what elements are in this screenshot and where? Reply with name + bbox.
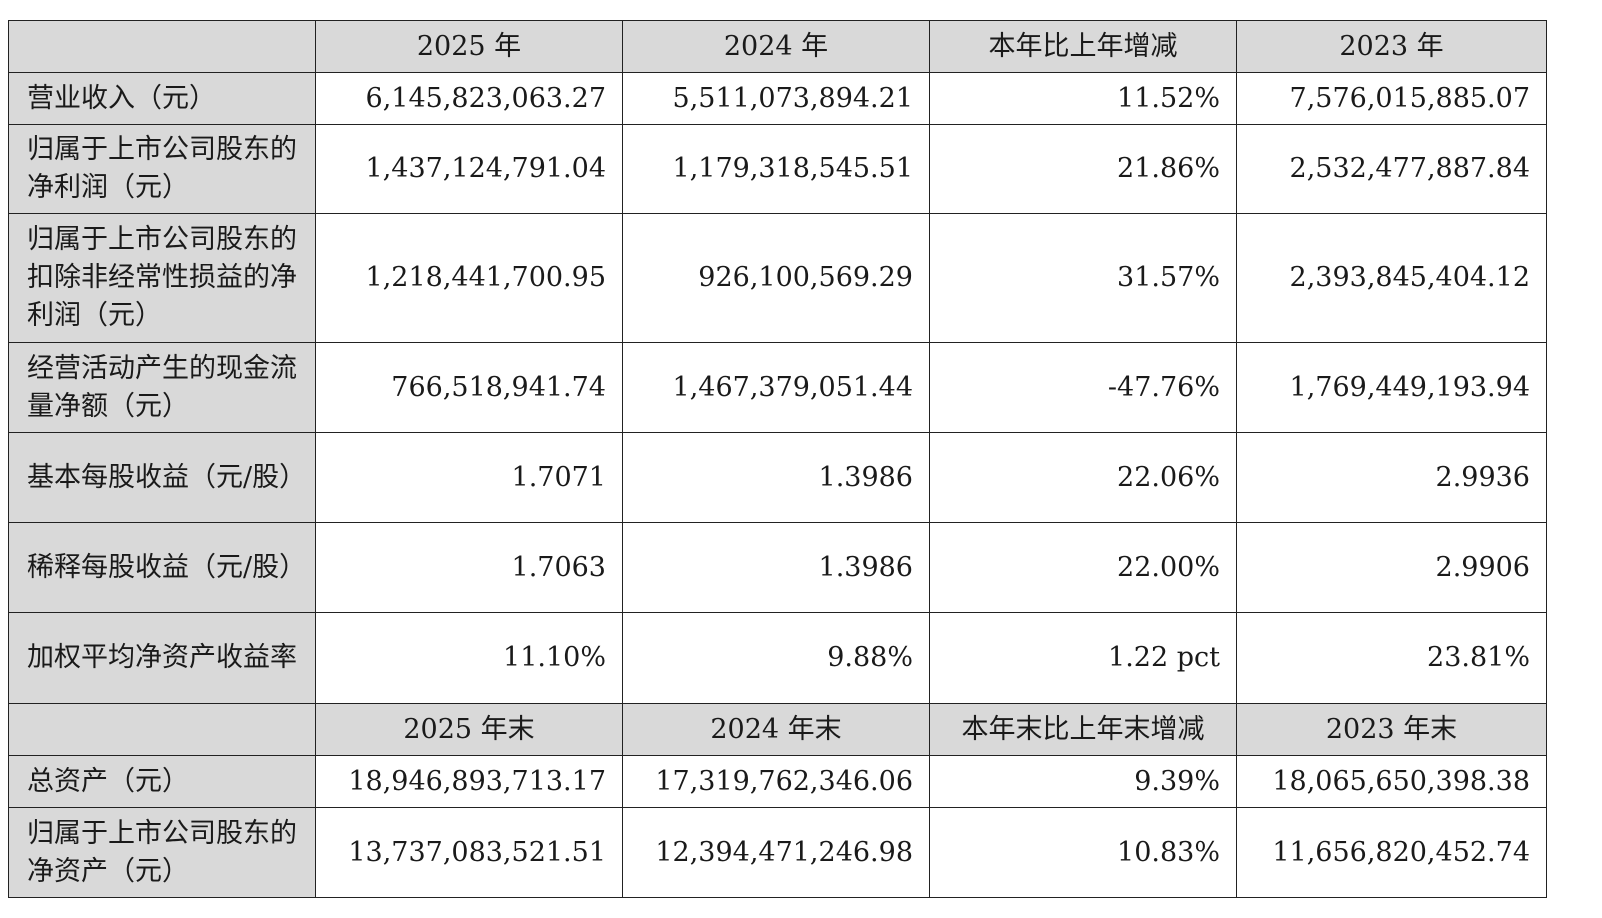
table-row-net-profit-excl-nonrecurring: 归属于上市公司股东的扣除非经常性损益的净利润（元） 1,218,441,700.… xyxy=(8,213,1547,343)
value-cell-2025: 1.7063 xyxy=(315,522,623,613)
table-row-net-profit: 归属于上市公司股东的净利润（元） 1,437,124,791.04 1,179,… xyxy=(8,124,1547,214)
value-cell-2025: 1,218,441,700.95 xyxy=(315,213,623,343)
header-row-year-end: 2025 年末 2024 年末 本年末比上年末增减 2023 年末 xyxy=(8,703,1547,756)
value-cell-change: 11.52% xyxy=(929,72,1237,125)
table-row-total-assets: 总资产（元） 18,946,893,713.17 17,319,762,346.… xyxy=(8,755,1547,808)
table-row-net-assets: 归属于上市公司股东的净资产（元） 13,737,083,521.51 12,39… xyxy=(8,807,1547,898)
value-cell-2024: 1,467,379,051.44 xyxy=(622,342,930,433)
value-cell-2025-end: 18,946,893,713.17 xyxy=(315,755,623,808)
row-label: 加权平均净资产收益率 xyxy=(8,612,316,704)
value-cell-2024-end: 17,319,762,346.06 xyxy=(622,755,930,808)
header-cell-2023: 2023 年 xyxy=(1236,20,1547,73)
row-label: 营业收入（元） xyxy=(8,72,316,125)
value-cell-2025: 11.10% xyxy=(315,612,623,704)
value-cell-2024: 1,179,318,545.51 xyxy=(622,124,930,214)
header-cell-2025-end: 2025 年末 xyxy=(315,703,623,756)
table-row-basic-eps: 基本每股收益（元/股） 1.7071 1.3986 22.06% 2.9936 xyxy=(8,432,1547,523)
header-cell-blank xyxy=(8,703,316,756)
value-cell-2025: 1,437,124,791.04 xyxy=(315,124,623,214)
header-cell-2024-end: 2024 年末 xyxy=(622,703,930,756)
header-cell-2024: 2024 年 xyxy=(622,20,930,73)
value-cell-2025: 766,518,941.74 xyxy=(315,342,623,433)
value-cell-2023: 7,576,015,885.07 xyxy=(1236,72,1547,125)
row-label: 归属于上市公司股东的净资产（元） xyxy=(8,807,316,898)
value-cell-2023: 2.9906 xyxy=(1236,522,1547,613)
value-cell-2024: 1.3986 xyxy=(622,522,930,613)
header-cell-blank xyxy=(8,20,316,73)
row-label: 总资产（元） xyxy=(8,755,316,808)
value-cell-2024: 5,511,073,894.21 xyxy=(622,72,930,125)
header-cell-2023-end: 2023 年末 xyxy=(1236,703,1547,756)
value-cell-change: 21.86% xyxy=(929,124,1237,214)
value-cell-change: 10.83% xyxy=(929,807,1237,898)
value-cell-2024-end: 12,394,471,246.98 xyxy=(622,807,930,898)
key-financial-data-table: 2025 年 2024 年 本年比上年增减 2023 年 营业收入（元） 6,1… xyxy=(8,20,1547,898)
value-cell-change: 22.00% xyxy=(929,522,1237,613)
value-cell-change: 31.57% xyxy=(929,213,1237,343)
row-label: 归属于上市公司股东的扣除非经常性损益的净利润（元） xyxy=(8,213,316,343)
header-cell-2025: 2025 年 xyxy=(315,20,623,73)
row-label: 稀释每股收益（元/股） xyxy=(8,522,316,613)
value-cell-change: 22.06% xyxy=(929,432,1237,523)
table-row-operating-revenue: 营业收入（元） 6,145,823,063.27 5,511,073,894.2… xyxy=(8,72,1547,125)
table-row-diluted-eps: 稀释每股收益（元/股） 1.7063 1.3986 22.00% 2.9906 xyxy=(8,522,1547,613)
value-cell-2023: 23.81% xyxy=(1236,612,1547,704)
row-label: 基本每股收益（元/股） xyxy=(8,432,316,523)
header-cell-yoy-change: 本年比上年增减 xyxy=(929,20,1237,73)
header-cell-yoy-end-change: 本年末比上年末增减 xyxy=(929,703,1237,756)
value-cell-change: 9.39% xyxy=(929,755,1237,808)
row-label: 经营活动产生的现金流量净额（元） xyxy=(8,342,316,433)
value-cell-2025: 6,145,823,063.27 xyxy=(315,72,623,125)
value-cell-change: -47.76% xyxy=(929,342,1237,433)
value-cell-2024: 9.88% xyxy=(622,612,930,704)
table-row-operating-cash-flow: 经营活动产生的现金流量净额（元） 766,518,941.74 1,467,37… xyxy=(8,342,1547,433)
value-cell-change: 1.22 pct xyxy=(929,612,1237,704)
table-row-weighted-roe: 加权平均净资产收益率 11.10% 9.88% 1.22 pct 23.81% xyxy=(8,612,1547,704)
header-row-annual: 2025 年 2024 年 本年比上年增减 2023 年 xyxy=(8,20,1547,73)
value-cell-2023: 2,532,477,887.84 xyxy=(1236,124,1547,214)
value-cell-2024: 926,100,569.29 xyxy=(622,213,930,343)
value-cell-2025: 1.7071 xyxy=(315,432,623,523)
value-cell-2023: 2.9936 xyxy=(1236,432,1547,523)
value-cell-2024: 1.3986 xyxy=(622,432,930,523)
value-cell-2023-end: 11,656,820,452.74 xyxy=(1236,807,1547,898)
row-label: 归属于上市公司股东的净利润（元） xyxy=(8,124,316,214)
value-cell-2023: 1,769,449,193.94 xyxy=(1236,342,1547,433)
value-cell-2025-end: 13,737,083,521.51 xyxy=(315,807,623,898)
value-cell-2023-end: 18,065,650,398.38 xyxy=(1236,755,1547,808)
value-cell-2023: 2,393,845,404.12 xyxy=(1236,213,1547,343)
